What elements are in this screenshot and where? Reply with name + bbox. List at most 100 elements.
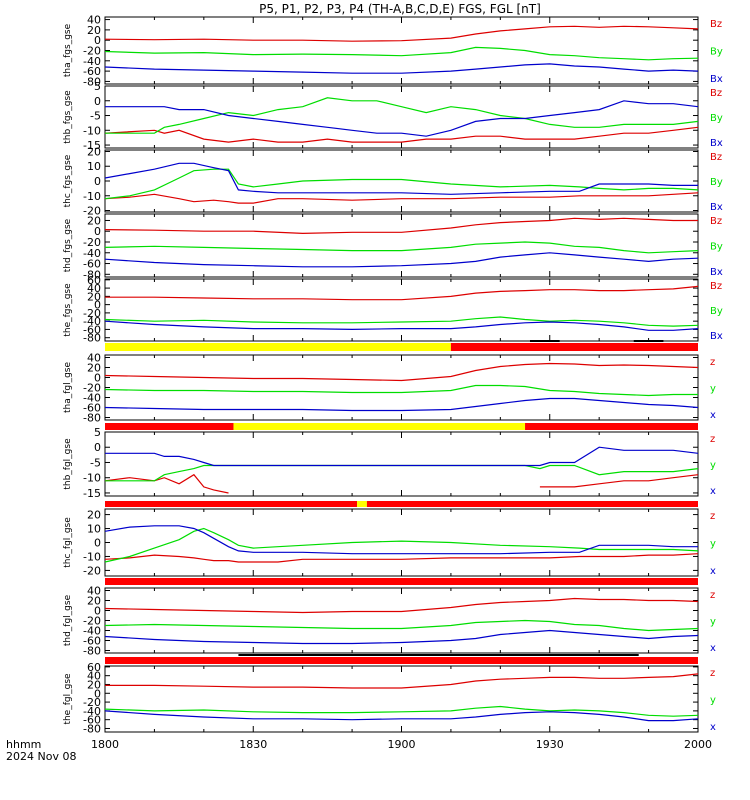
y-tick-label: -80: [83, 268, 101, 281]
y-tick-label: -80: [83, 75, 101, 88]
status-bar-segment: [366, 501, 698, 507]
y-axis-label: thc_fgl_gse: [63, 517, 73, 568]
y-tick-label: -40: [83, 315, 101, 328]
legend-entry-bx: Bx: [710, 202, 723, 213]
y-tick-label: -80: [83, 332, 101, 345]
y-axis-label: thd_fgl_gse: [63, 594, 73, 646]
y-tick-label: -20: [83, 205, 101, 218]
panel-4: 200-20-40-60-80 thd_fgs_gse Bz By Bx: [63, 213, 723, 281]
y-axis-label: the_fgs_gse: [63, 283, 73, 337]
status-bar-segment: [525, 423, 698, 430]
status-mark: [529, 340, 560, 342]
y-tick-label: -80: [83, 412, 101, 425]
y-tick-label: -60: [83, 323, 101, 336]
y-tick-label: -20: [83, 696, 101, 709]
status-bar-segment: [105, 578, 698, 585]
y-tick-label: 0: [94, 95, 101, 108]
legend-entry-bx: Bx: [710, 331, 723, 342]
y-tick-label: 20: [87, 678, 101, 691]
legend-entry-z: z: [710, 590, 715, 601]
y-tick-label: 0: [94, 537, 101, 550]
series-line-by: [104, 46, 699, 61]
legend-entry-z: z: [710, 511, 715, 522]
status-bar-segment: [233, 423, 526, 430]
legend-entry-z: z: [710, 668, 715, 679]
y-tick-label: -20: [83, 45, 101, 58]
series-line-bx: [105, 100, 699, 137]
series-line-bx: [104, 320, 699, 331]
series-line-x: [104, 525, 698, 555]
y-tick-label: 20: [87, 362, 101, 375]
time-tick-label: 1830: [239, 738, 267, 751]
y-tick-label: -10: [83, 190, 101, 203]
status-bar-segment: [450, 343, 698, 351]
series-line-z: [104, 553, 699, 563]
y-tick-label: 0: [94, 687, 101, 700]
y-tick-label: 40: [87, 282, 101, 295]
y-tick-label: -40: [83, 625, 101, 638]
legend-entry-by: By: [710, 306, 723, 317]
status-mark: [633, 340, 664, 342]
status-bar-segment: [105, 501, 358, 507]
time-axis-unit-label: hhmm: [6, 738, 41, 751]
y-tick-label: 0: [94, 34, 101, 47]
y-tick-label: -15: [83, 139, 101, 152]
legend-entry-x: x: [710, 643, 716, 654]
y-tick-label: 10: [87, 523, 101, 536]
legend-entry-bz: Bz: [710, 19, 722, 30]
series-line-y: [104, 384, 698, 397]
legend-entry-x: x: [710, 486, 716, 497]
series-line-bx: [104, 252, 699, 268]
time-tick-label: 1900: [388, 738, 416, 751]
legend-entry-z: z: [710, 434, 715, 445]
y-tick-label: -5: [90, 456, 101, 469]
series-line-x: [105, 446, 699, 467]
time-tick-label: 2000: [684, 738, 712, 751]
series-line-y: [104, 705, 699, 717]
y-tick-label: -10: [83, 550, 101, 563]
y-tick-label: -20: [83, 382, 101, 395]
series-line-bz: [104, 217, 698, 235]
legend-entry-bz: Bz: [710, 88, 722, 99]
panel-2: 5 0 -5-10 -15 thb_fgs_gse Bz By Bx: [63, 80, 723, 152]
y-tick-label: 20: [87, 214, 101, 227]
series-line-x: [104, 629, 699, 645]
y-tick-label: -60: [83, 258, 101, 271]
y-tick-label: -5: [90, 110, 101, 123]
series-line-z: [104, 362, 699, 382]
series-line-by: [104, 241, 699, 254]
legend-entry-x: x: [710, 722, 716, 733]
y-tick-label: 40: [87, 670, 101, 683]
y-tick-label: 20: [87, 24, 101, 37]
y-axis-label: the_fgl_gse: [63, 673, 73, 725]
series-line-y: [104, 527, 699, 563]
legend-entry-bx: Bx: [710, 138, 723, 149]
figure-title: P5, P1, P2, P3, P4 (TH-A,B,C,D,E) FGS, F…: [259, 2, 541, 16]
legend-entry-x: x: [710, 410, 716, 421]
series-line-bx: [104, 63, 699, 74]
legend-entry-by: By: [710, 47, 723, 58]
y-tick-label: 20: [87, 509, 101, 522]
legend-entry-bx: Bx: [710, 267, 723, 278]
y-tick-label: 60: [87, 274, 101, 287]
y-tick-label: -10: [83, 472, 101, 485]
y-tick-label: -40: [83, 247, 101, 260]
series-line-x: [104, 397, 699, 412]
y-tick-label: 20: [87, 145, 101, 158]
y-tick-label: 20: [87, 290, 101, 303]
legend-entry-bz: Bz: [710, 152, 722, 163]
status-bar-segment: [105, 343, 451, 351]
y-axis-label: thb_fgl_gse: [63, 438, 73, 490]
status-bar-segment: [105, 657, 698, 664]
status-bar-segment: [357, 501, 367, 507]
series-line-by: [104, 316, 699, 327]
y-tick-label: -20: [83, 615, 101, 628]
y-tick-label: 60: [87, 661, 101, 674]
time-axis: 1800 1830 1900 1930 2000: [91, 738, 712, 751]
legend-entry-bz: Bz: [710, 281, 722, 292]
